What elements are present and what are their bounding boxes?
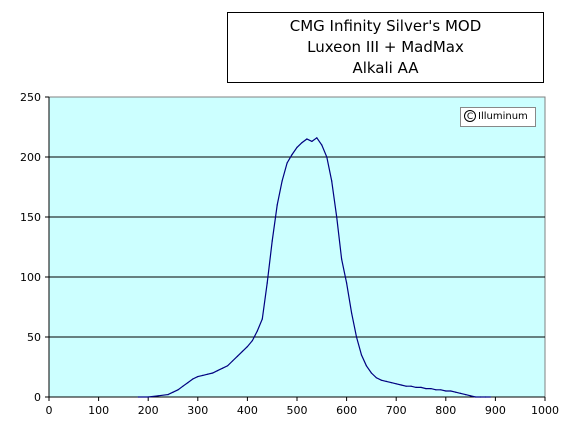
- x-tick-label: 200: [138, 404, 159, 417]
- data-point: [450, 390, 452, 392]
- copyright-watermark: C Illuminum: [460, 107, 536, 127]
- data-point: [395, 383, 397, 385]
- data-point: [251, 340, 253, 342]
- data-point: [365, 365, 368, 367]
- x-tick-label: 300: [187, 404, 208, 417]
- data-point: [470, 395, 472, 397]
- data-point: [489, 396, 492, 398]
- data-point: [321, 144, 323, 146]
- data-point: [286, 162, 288, 164]
- x-tick-label: 0: [46, 404, 53, 417]
- data-point: [455, 391, 457, 393]
- y-tick-label: 100: [20, 271, 41, 284]
- chart-title-box: CMG Infinity Silver's MOD Luxeon III + M…: [227, 12, 544, 83]
- data-point: [445, 390, 447, 392]
- data-point: [346, 282, 348, 284]
- data-point: [405, 385, 407, 387]
- y-tick-label: 0: [34, 391, 41, 404]
- y-tick-label: 50: [27, 331, 41, 344]
- chart-title-line-3: Alkali AA: [352, 59, 419, 77]
- data-point: [360, 354, 363, 356]
- data-point: [474, 396, 477, 398]
- data-point: [410, 385, 412, 387]
- data-point: [484, 396, 487, 398]
- data-point: [380, 379, 382, 381]
- data-point: [355, 336, 358, 338]
- x-tick-label: 1000: [531, 404, 559, 417]
- data-point: [440, 389, 442, 391]
- data-point: [137, 396, 139, 398]
- chart-title-line-1: CMG Infinity Silver's MOD: [289, 17, 482, 35]
- data-point: [202, 374, 204, 376]
- data-point: [326, 156, 328, 158]
- data-point: [241, 350, 244, 352]
- x-tick-label: 100: [88, 404, 109, 417]
- data-point: [331, 180, 333, 182]
- data-point: [231, 360, 234, 362]
- data-point: [147, 396, 149, 398]
- data-point: [281, 180, 283, 182]
- x-tick-label: 800: [435, 404, 456, 417]
- data-point: [375, 377, 377, 379]
- data-point: [460, 392, 462, 394]
- x-tick-label: 400: [237, 404, 258, 417]
- x-tick-label: 600: [336, 404, 357, 417]
- y-tick-label: 200: [20, 151, 41, 164]
- data-point: [479, 396, 482, 398]
- data-point: [435, 389, 437, 391]
- data-point: [430, 388, 432, 390]
- data-point: [301, 142, 303, 144]
- data-point: [400, 384, 402, 386]
- data-point: [177, 389, 179, 391]
- data-point: [226, 365, 229, 367]
- chart-title-line-2: Luxeon III + MadMax: [307, 38, 464, 56]
- data-point: [276, 204, 278, 206]
- data-point: [350, 312, 353, 314]
- data-point: [465, 394, 467, 396]
- data-point: [306, 138, 308, 140]
- data-point: [157, 395, 159, 397]
- y-tick-label: 250: [20, 91, 41, 104]
- data-point: [212, 372, 214, 374]
- data-point: [266, 282, 268, 284]
- data-point: [256, 330, 258, 332]
- data-point: [420, 386, 422, 388]
- data-point: [217, 370, 219, 372]
- data-point: [425, 388, 427, 390]
- data-point: [296, 146, 298, 148]
- data-point: [271, 240, 273, 242]
- data-point: [316, 137, 318, 139]
- data-point: [291, 154, 293, 156]
- data-point: [197, 376, 199, 378]
- data-point: [192, 378, 194, 380]
- y-tick-label: 150: [20, 211, 41, 224]
- data-point: [311, 140, 313, 142]
- data-point: [390, 382, 392, 384]
- data-point: [182, 385, 184, 387]
- data-point: [172, 391, 174, 393]
- data-point: [236, 355, 239, 357]
- data-point: [370, 372, 372, 374]
- data-point: [207, 373, 209, 375]
- data-point: [187, 382, 189, 384]
- data-point: [222, 367, 224, 369]
- x-tick-label: 900: [485, 404, 506, 417]
- data-point: [261, 318, 263, 320]
- watermark-label: Illuminum: [478, 111, 528, 122]
- data-point: [341, 258, 343, 260]
- data-point: [167, 394, 169, 396]
- x-tick-label: 500: [287, 404, 308, 417]
- x-tick-label: 700: [386, 404, 407, 417]
- data-point: [336, 216, 338, 218]
- copyright-icon: C: [464, 110, 476, 122]
- data-point: [246, 346, 248, 348]
- plot-area: [48, 96, 546, 398]
- data-point: [415, 386, 417, 388]
- data-point: [385, 380, 387, 382]
